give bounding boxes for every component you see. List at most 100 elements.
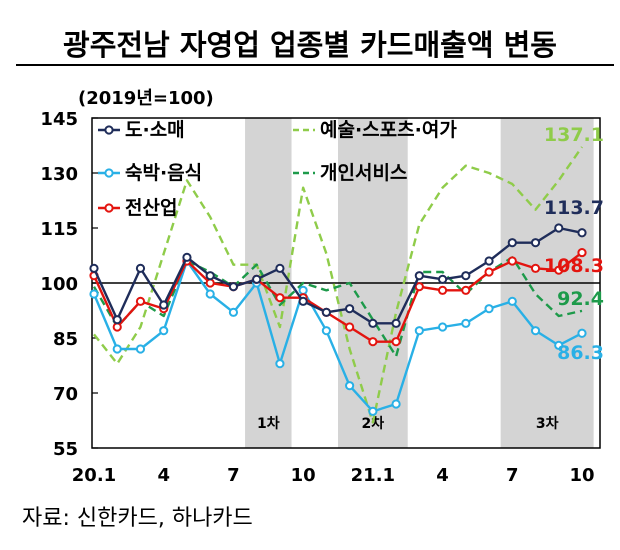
data-point [321,307,331,317]
data-point [461,285,471,295]
data-point [135,296,146,306]
legend-marker [104,203,114,213]
series-line [92,251,583,343]
x-tick-label: 10 [569,465,594,486]
chart-title: 광주전남 자영업 업종별 카드매출액 변동 [63,28,557,62]
data-point [252,274,262,284]
data-point [530,326,541,336]
data-point [437,274,448,284]
title-underline [16,64,614,66]
data-point [507,256,517,266]
x-tick-label: 7 [506,465,519,486]
data-point [507,238,517,248]
end-value-label: 113.7 [544,197,604,219]
data-point [205,278,215,288]
data-point [275,293,285,303]
series-line [93,146,583,424]
shaded-period-label: 3차 [536,416,559,432]
data-point [135,344,146,354]
data-point [205,289,215,299]
y-tick-label: 115 [40,219,78,240]
end-value-label: 86.3 [557,342,604,364]
data-point [414,326,424,336]
data-point [391,337,401,347]
data-point [437,285,448,295]
data-point [228,282,239,292]
data-point [530,263,541,273]
source-note: 자료: 신한카드, 하나카드 [22,506,253,531]
data-point [112,344,122,354]
data-point [89,263,99,273]
y-tick-label: 145 [40,109,78,130]
y-tick-label: 55 [53,439,78,460]
data-point [507,296,517,306]
data-point [414,282,424,292]
data-point [368,406,378,416]
data-point [321,326,331,336]
line-chart: 1차 2차 3차 55 70 85 100 115 130 145(2019년=100) 20.1 4… [40,88,604,486]
data-point [345,322,355,332]
end-value-label: 137.1 [544,124,604,146]
data-point [554,340,564,350]
legend-label: 개인서비스 [320,162,407,184]
data-point [112,322,122,332]
data-point [228,307,239,317]
data-point [275,359,285,369]
data-point [182,252,192,262]
unit-note: (2019년=100) [78,88,214,109]
data-point [135,263,146,273]
x-tick-label: 4 [436,465,449,486]
x-tick-label: 20.1 [72,465,116,486]
data-point [414,271,424,281]
data-point [298,296,308,306]
data-point [461,318,471,328]
data-point [275,263,285,273]
y-tick-label: 70 [53,384,78,405]
shaded-period-label: 2차 [362,416,385,432]
series-line [92,256,583,358]
legend-marker [104,125,114,135]
legend-marker [104,168,114,178]
data-point [159,326,169,336]
data-point [345,381,355,391]
data-point [554,223,564,233]
data-point [298,285,308,295]
data-point [391,318,401,328]
data-point [159,300,169,310]
series-line [92,259,583,413]
data-point [484,267,494,277]
x-tick-label: 4 [157,465,170,486]
shaded-period-label: 1차 [257,416,280,432]
y-tick-label: 130 [40,164,78,185]
end-value-label: 108.3 [544,255,604,277]
data-point [484,304,494,314]
x-tick-label: 7 [227,465,240,486]
data-point [577,247,587,258]
y-tick-label: 85 [53,329,78,350]
data-point [391,399,401,409]
data-point [437,322,448,332]
data-point [368,318,378,328]
data-point [205,271,215,281]
data-point [577,328,587,338]
data-point [112,315,122,325]
series-5 [92,256,583,358]
legend-label: 도·소매 [125,119,185,141]
data-point [368,337,378,347]
legend-label: 전산업 [125,197,177,219]
series-line [92,226,583,325]
x-tick-label: 10 [291,465,316,486]
x-tick-label: 21.1 [351,465,395,486]
data-point [530,238,541,248]
series-4 [93,146,583,424]
data-point [345,304,355,314]
series-1 [89,223,587,328]
data-point [89,289,99,299]
legend-label: 숙박·음식 [125,162,202,184]
legend-label: 예술·스포츠·여가 [320,119,457,141]
data-point [461,271,471,281]
end-value-label: 92.4 [557,288,604,310]
data-point [484,256,494,266]
